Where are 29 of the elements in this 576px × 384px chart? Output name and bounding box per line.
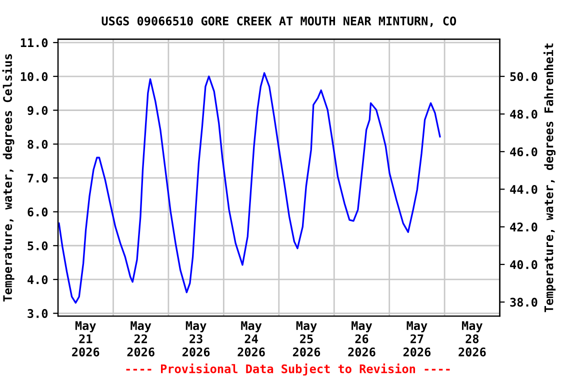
y2-tick-label: 48.0: [510, 110, 538, 119]
x-tick-label: May 24 2026: [238, 321, 265, 356]
y2-tick-label: 46.0: [510, 147, 538, 156]
y2-tick-label: 50.0: [510, 72, 538, 82]
y2-axis-title: Temperature, water, degrees Fahrenheit: [544, 43, 556, 312]
x-tick-label: May 26 2026: [348, 321, 376, 356]
y-tick-label: 8.0: [28, 140, 48, 149]
y-tick-label: 4.0: [28, 275, 48, 284]
y2-tick-label: 42.0: [510, 222, 538, 232]
y2-tick-label: 38.0: [510, 298, 538, 307]
y-axis-title: Temperature, water, degrees Celsius: [2, 54, 14, 302]
y2-tick-label: 40.0: [510, 260, 538, 270]
text: ---- Provisional Data Subject to Revision ----: [126, 364, 450, 376]
x-tick-label: May 23 2026: [182, 321, 210, 356]
y-tick-label: 10.0: [20, 72, 48, 82]
y2-tick-label: 44.0: [510, 184, 538, 194]
x-tick-label: May 28 2026: [458, 321, 486, 356]
y-tick-label: 7.0: [28, 174, 48, 183]
x-tick-label: May 27 2026: [403, 321, 431, 356]
y-tick-label: 3.0: [28, 309, 48, 318]
y-tick-label: 11.0: [20, 38, 48, 48]
y-tick-label: 9.0: [28, 106, 48, 115]
y-tick-label: 6.0: [28, 208, 48, 216]
y-tick-label: 5.0: [28, 241, 48, 250]
x-tick-label: May 25 2026: [292, 321, 320, 356]
line-series: [58, 72, 441, 304]
x-tick-label: May 21 2026: [72, 321, 100, 356]
x-tick-label: May 22 2026: [127, 321, 154, 356]
chart-title: USGS 09066510 GORE CREEK AT MOUTH NEAR MINTURN, CO: [102, 16, 456, 27]
